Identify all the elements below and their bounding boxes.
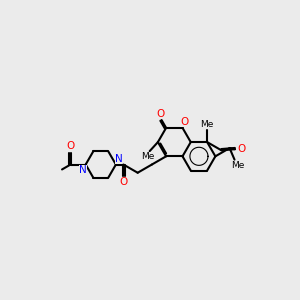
Text: Me: Me (200, 120, 214, 129)
Text: O: O (66, 141, 75, 152)
Text: O: O (180, 117, 188, 127)
Text: Me: Me (231, 161, 244, 170)
Text: Me: Me (141, 152, 155, 161)
Text: N: N (115, 154, 122, 164)
Text: N: N (79, 165, 87, 175)
Text: O: O (238, 144, 246, 154)
Text: O: O (119, 177, 128, 187)
Text: O: O (156, 110, 164, 119)
